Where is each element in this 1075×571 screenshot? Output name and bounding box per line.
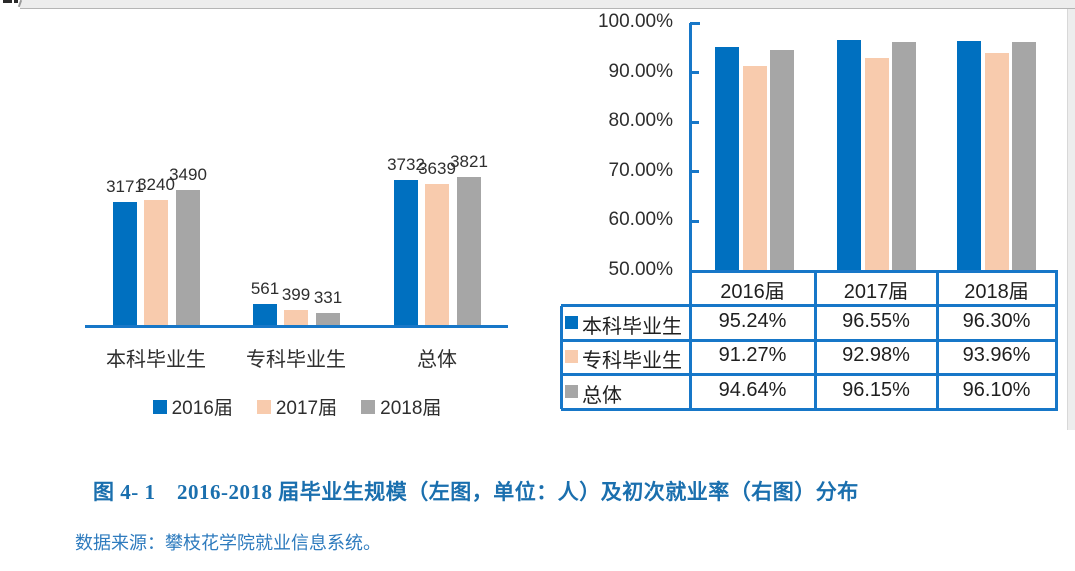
table-value-cell: 95.24% [718, 309, 787, 332]
table-border [561, 407, 1058, 411]
table-border [690, 269, 1058, 273]
left-bar-value-label: 399 [281, 285, 311, 304]
y-axis-tick-label: 70.00% [608, 159, 673, 181]
legend-item-2017届: 2017届 [256, 393, 338, 420]
data-source-note: 数据来源：攀枝花学院就业信息系统。 [75, 533, 381, 553]
left-bar-value-label: 3240 [137, 175, 175, 194]
legend-swatch-icon [256, 399, 271, 414]
left-bar-value-label: 3732 [387, 155, 425, 174]
left-bar-2017届-总体 [425, 184, 449, 326]
left-bar-value-label: 3171 [106, 177, 144, 196]
right-bar-专科毕业生-2018届 [985, 52, 1009, 271]
right-bar-总体-2018届 [1011, 42, 1036, 271]
legend-label: 2018届 [380, 398, 442, 419]
right-bar-专科毕业生-2017届 [865, 57, 889, 271]
left-chart-x-axis [85, 324, 508, 328]
right-bar-总体-2016届 [769, 49, 794, 271]
y-axis-top-cap [690, 21, 700, 25]
right-bar-本科毕业生-2016届 [715, 46, 739, 271]
right-bar-总体-2017届 [891, 42, 916, 271]
legend-swatch-icon [361, 399, 376, 414]
page-right-edge [1067, 9, 1075, 430]
left-bar-2018届-专科毕业生 [316, 313, 340, 326]
table-border [1054, 271, 1058, 409]
left-bar-2017届-本科毕业生 [144, 200, 168, 326]
y-axis-tick-label: 90.00% [608, 60, 673, 82]
table-border [559, 305, 563, 409]
left-bar-value-label: 561 [250, 279, 280, 298]
left-bar-value-label: 331 [313, 288, 343, 307]
table-value-cell: 96.10% [962, 378, 1031, 401]
table-row-label-总体: 总体 [582, 384, 622, 407]
table-value-cell: 96.55% [842, 309, 910, 332]
right-chart-y-axis [688, 23, 692, 409]
y-axis-tick-label: 60.00% [608, 209, 673, 231]
left-bar-value-label: 3821 [450, 152, 488, 171]
table-border [561, 373, 1058, 376]
y-axis-tick-label: 80.00% [608, 110, 673, 132]
y-axis-tick [690, 219, 699, 223]
left-bar-2016届-总体 [394, 180, 418, 326]
figure-caption: 图 4- 1 2016-2018 届毕业生规模（左图，单位：人）及初次就业率（右… [93, 480, 859, 504]
y-axis-tick [690, 71, 699, 75]
table-value-cell: 92.98% [842, 344, 910, 367]
left-bar-2016届-专科毕业生 [253, 304, 277, 326]
table-border [561, 304, 1058, 307]
y-axis-tick [690, 170, 699, 174]
table-row-label-专科毕业生: 专科毕业生 [582, 350, 682, 373]
legend-label: 2016届 [171, 398, 233, 419]
table-border [561, 338, 1058, 342]
table-header-2017届: 2017届 [843, 281, 909, 304]
table-row-label-本科毕业生: 本科毕业生 [582, 315, 682, 338]
y-axis-tick-label: 50.00% [608, 259, 673, 280]
legend-item-2018届: 2018届 [361, 393, 441, 420]
legend-label: 2017届 [275, 398, 338, 419]
table-value-cell: 93.96% [962, 344, 1031, 367]
table-header-2016届: 2016届 [720, 281, 785, 304]
legend-swatch-icon [152, 399, 167, 414]
table-border [813, 271, 817, 409]
table-value-cell: 94.64% [718, 378, 787, 401]
left-category-label: 专科毕业生 [246, 349, 346, 371]
right-bar-本科毕业生-2018届 [957, 41, 981, 271]
left-bar-2018届-本科毕业生 [176, 190, 200, 326]
page-top-edge [20, 0, 1075, 9]
left-chart-legend: 2016届 2017届 2018届 [85, 393, 509, 420]
cropped-glyph-mark [3, 0, 12, 3]
legend-item-2016届: 2016届 [152, 393, 233, 420]
table-legend-swatch-icon [565, 350, 578, 364]
left-bar-value-label: 3490 [169, 165, 207, 184]
table-value-cell: 91.27% [718, 344, 787, 367]
left-category-label: 本科毕业生 [106, 349, 206, 371]
y-axis-tick [690, 120, 699, 124]
left-bar-2017届-专科毕业生 [284, 310, 308, 326]
left-bar-2016届-本科毕业生 [113, 202, 137, 326]
right-bar-专科毕业生-2016届 [743, 66, 767, 271]
right-bar-本科毕业生-2017届 [837, 40, 861, 271]
cropped-glyph-mark [14, 0, 18, 3]
y-axis-tick-label: 100.00% [597, 11, 673, 32]
table-legend-swatch-icon [565, 315, 578, 329]
table-border [935, 271, 939, 409]
table-legend-swatch-icon [565, 384, 578, 398]
left-bar-2018届-总体 [457, 177, 481, 326]
table-value-cell: 96.30% [962, 309, 1031, 332]
left-category-label: 总体 [417, 349, 457, 371]
left-bar-value-label: 3639 [418, 159, 456, 178]
table-value-cell: 96.15% [842, 378, 910, 401]
table-header-2018届: 2018届 [964, 281, 1029, 304]
